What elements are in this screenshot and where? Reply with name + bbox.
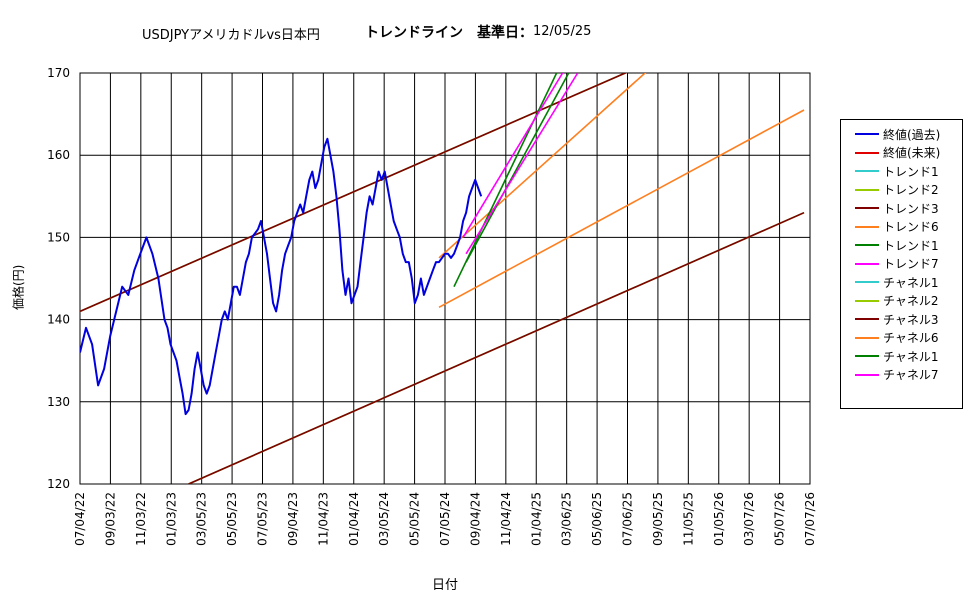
legend-item: トレンド1 (841, 162, 962, 181)
series-line-7 (462, 73, 564, 238)
x-tick-label: 07/07/26 (803, 492, 817, 546)
x-tick-label: 09/03/22 (103, 492, 117, 546)
chart-subtitle: トレンドライン 基準日： (365, 25, 533, 41)
legend-item: 終値(未来) (841, 144, 962, 163)
legend-swatch (855, 318, 879, 321)
legend-swatch (855, 170, 879, 173)
legend: 終値(過去) 終値(未来) トレンド1 トレンド2 トレンド3 トレンド6 トレンド1 トレン… (840, 119, 963, 409)
x-tick-label: 09/05/25 (651, 492, 665, 546)
legend-swatch (855, 244, 879, 247)
legend-item: チャネル3 (841, 310, 962, 329)
x-tick-label: 11/04/23 (316, 492, 330, 546)
x-tick-label: 05/05/23 (225, 492, 239, 546)
legend-item: トレンド7 (841, 255, 962, 274)
x-tick-label: 05/05/24 (408, 492, 422, 546)
series-line-11 (438, 109, 805, 309)
series-line-0 (80, 137, 483, 416)
x-tick-label: 07/04/22 (73, 492, 87, 546)
x-tick-label: 03/05/23 (195, 492, 209, 546)
y-tick-label: 120 (47, 477, 70, 491)
legend-item: チャネル1 (841, 347, 962, 366)
legend-swatch (855, 188, 879, 191)
legend-item: トレンド3 (841, 199, 962, 218)
legend-label: トレンド7 (883, 257, 939, 272)
chart-base-date: 12/05/25 (533, 24, 592, 39)
x-tick-label: 03/05/24 (377, 492, 391, 546)
x-tick-label: 05/06/25 (590, 492, 604, 546)
legend-item: チャネル1 (841, 273, 962, 292)
series-line-13 (465, 73, 579, 255)
legend-item: 終値(過去) (841, 125, 962, 144)
series-group (80, 73, 805, 484)
legend-swatch (855, 281, 879, 284)
x-tick-label: 09/04/24 (468, 492, 482, 546)
series-line-12 (465, 73, 570, 263)
x-tick-label: 07/06/25 (621, 492, 635, 546)
series-line-6 (453, 73, 558, 288)
y-tick-label: 150 (47, 230, 70, 244)
legend-swatch (855, 373, 879, 376)
legend-swatch (855, 299, 879, 302)
chart-title: USDJPYアメリカドルvs日本円 (142, 28, 320, 43)
legend-swatch (855, 151, 879, 154)
x-tick-label: 05/07/26 (773, 492, 787, 546)
x-tick-label: 01/03/23 (164, 492, 178, 546)
x-tick-label: 03/06/25 (560, 492, 574, 546)
legend-label: チャネル1 (883, 275, 939, 290)
legend-item: チャネル6 (841, 329, 962, 348)
legend-swatch (855, 355, 879, 358)
legend-swatch (855, 207, 879, 210)
legend-swatch (855, 225, 879, 228)
y-tick-label: 140 (47, 313, 70, 327)
legend-label: 終値(過去) (883, 127, 941, 142)
series-line-10 (188, 211, 805, 484)
legend-item: トレンド6 (841, 218, 962, 237)
x-tick-label: 07/05/24 (438, 492, 452, 546)
legend-label: 終値(未来) (883, 146, 941, 161)
legend-label: トレンド3 (883, 201, 939, 216)
legend-label: チャネル2 (883, 294, 939, 309)
y-tick-label: 160 (47, 148, 70, 162)
legend-label: チャネル1 (883, 349, 939, 364)
x-tick-label: 11/04/24 (499, 492, 513, 546)
x-tick-label: 07/05/23 (256, 492, 270, 546)
legend-label: トレンド1 (883, 164, 939, 179)
legend-label: トレンド2 (883, 183, 939, 198)
legend-label: チャネル3 (883, 312, 939, 327)
series-line-5 (438, 73, 647, 259)
legend-label: チャネル7 (883, 368, 939, 383)
legend-swatch (855, 262, 879, 265)
legend-item: チャネル2 (841, 292, 962, 311)
legend-item: トレンド2 (841, 181, 962, 200)
legend-label: トレンド6 (883, 220, 939, 235)
x-tick-label: 01/04/25 (529, 492, 543, 546)
legend-swatch (855, 133, 879, 136)
x-tick-label: 11/03/22 (134, 492, 148, 546)
y-axis-label: 価格(円) (11, 264, 26, 310)
x-tick-label: 01/05/26 (712, 492, 726, 546)
legend-item: トレンド1 (841, 236, 962, 255)
x-tick-label: 03/07/26 (742, 492, 756, 546)
legend-swatch (855, 336, 879, 339)
y-tick-label: 130 (47, 395, 70, 409)
legend-item: チャネル7 (841, 366, 962, 385)
x-tick-label: 11/05/25 (681, 492, 695, 546)
y-tick-label: 170 (47, 66, 70, 80)
x-tick-label: 09/04/23 (286, 492, 300, 546)
legend-label: トレンド1 (883, 238, 939, 253)
x-axis-label: 日付 (432, 578, 459, 593)
legend-label: チャネル6 (883, 331, 939, 346)
x-tick-label: 01/04/24 (347, 492, 361, 546)
